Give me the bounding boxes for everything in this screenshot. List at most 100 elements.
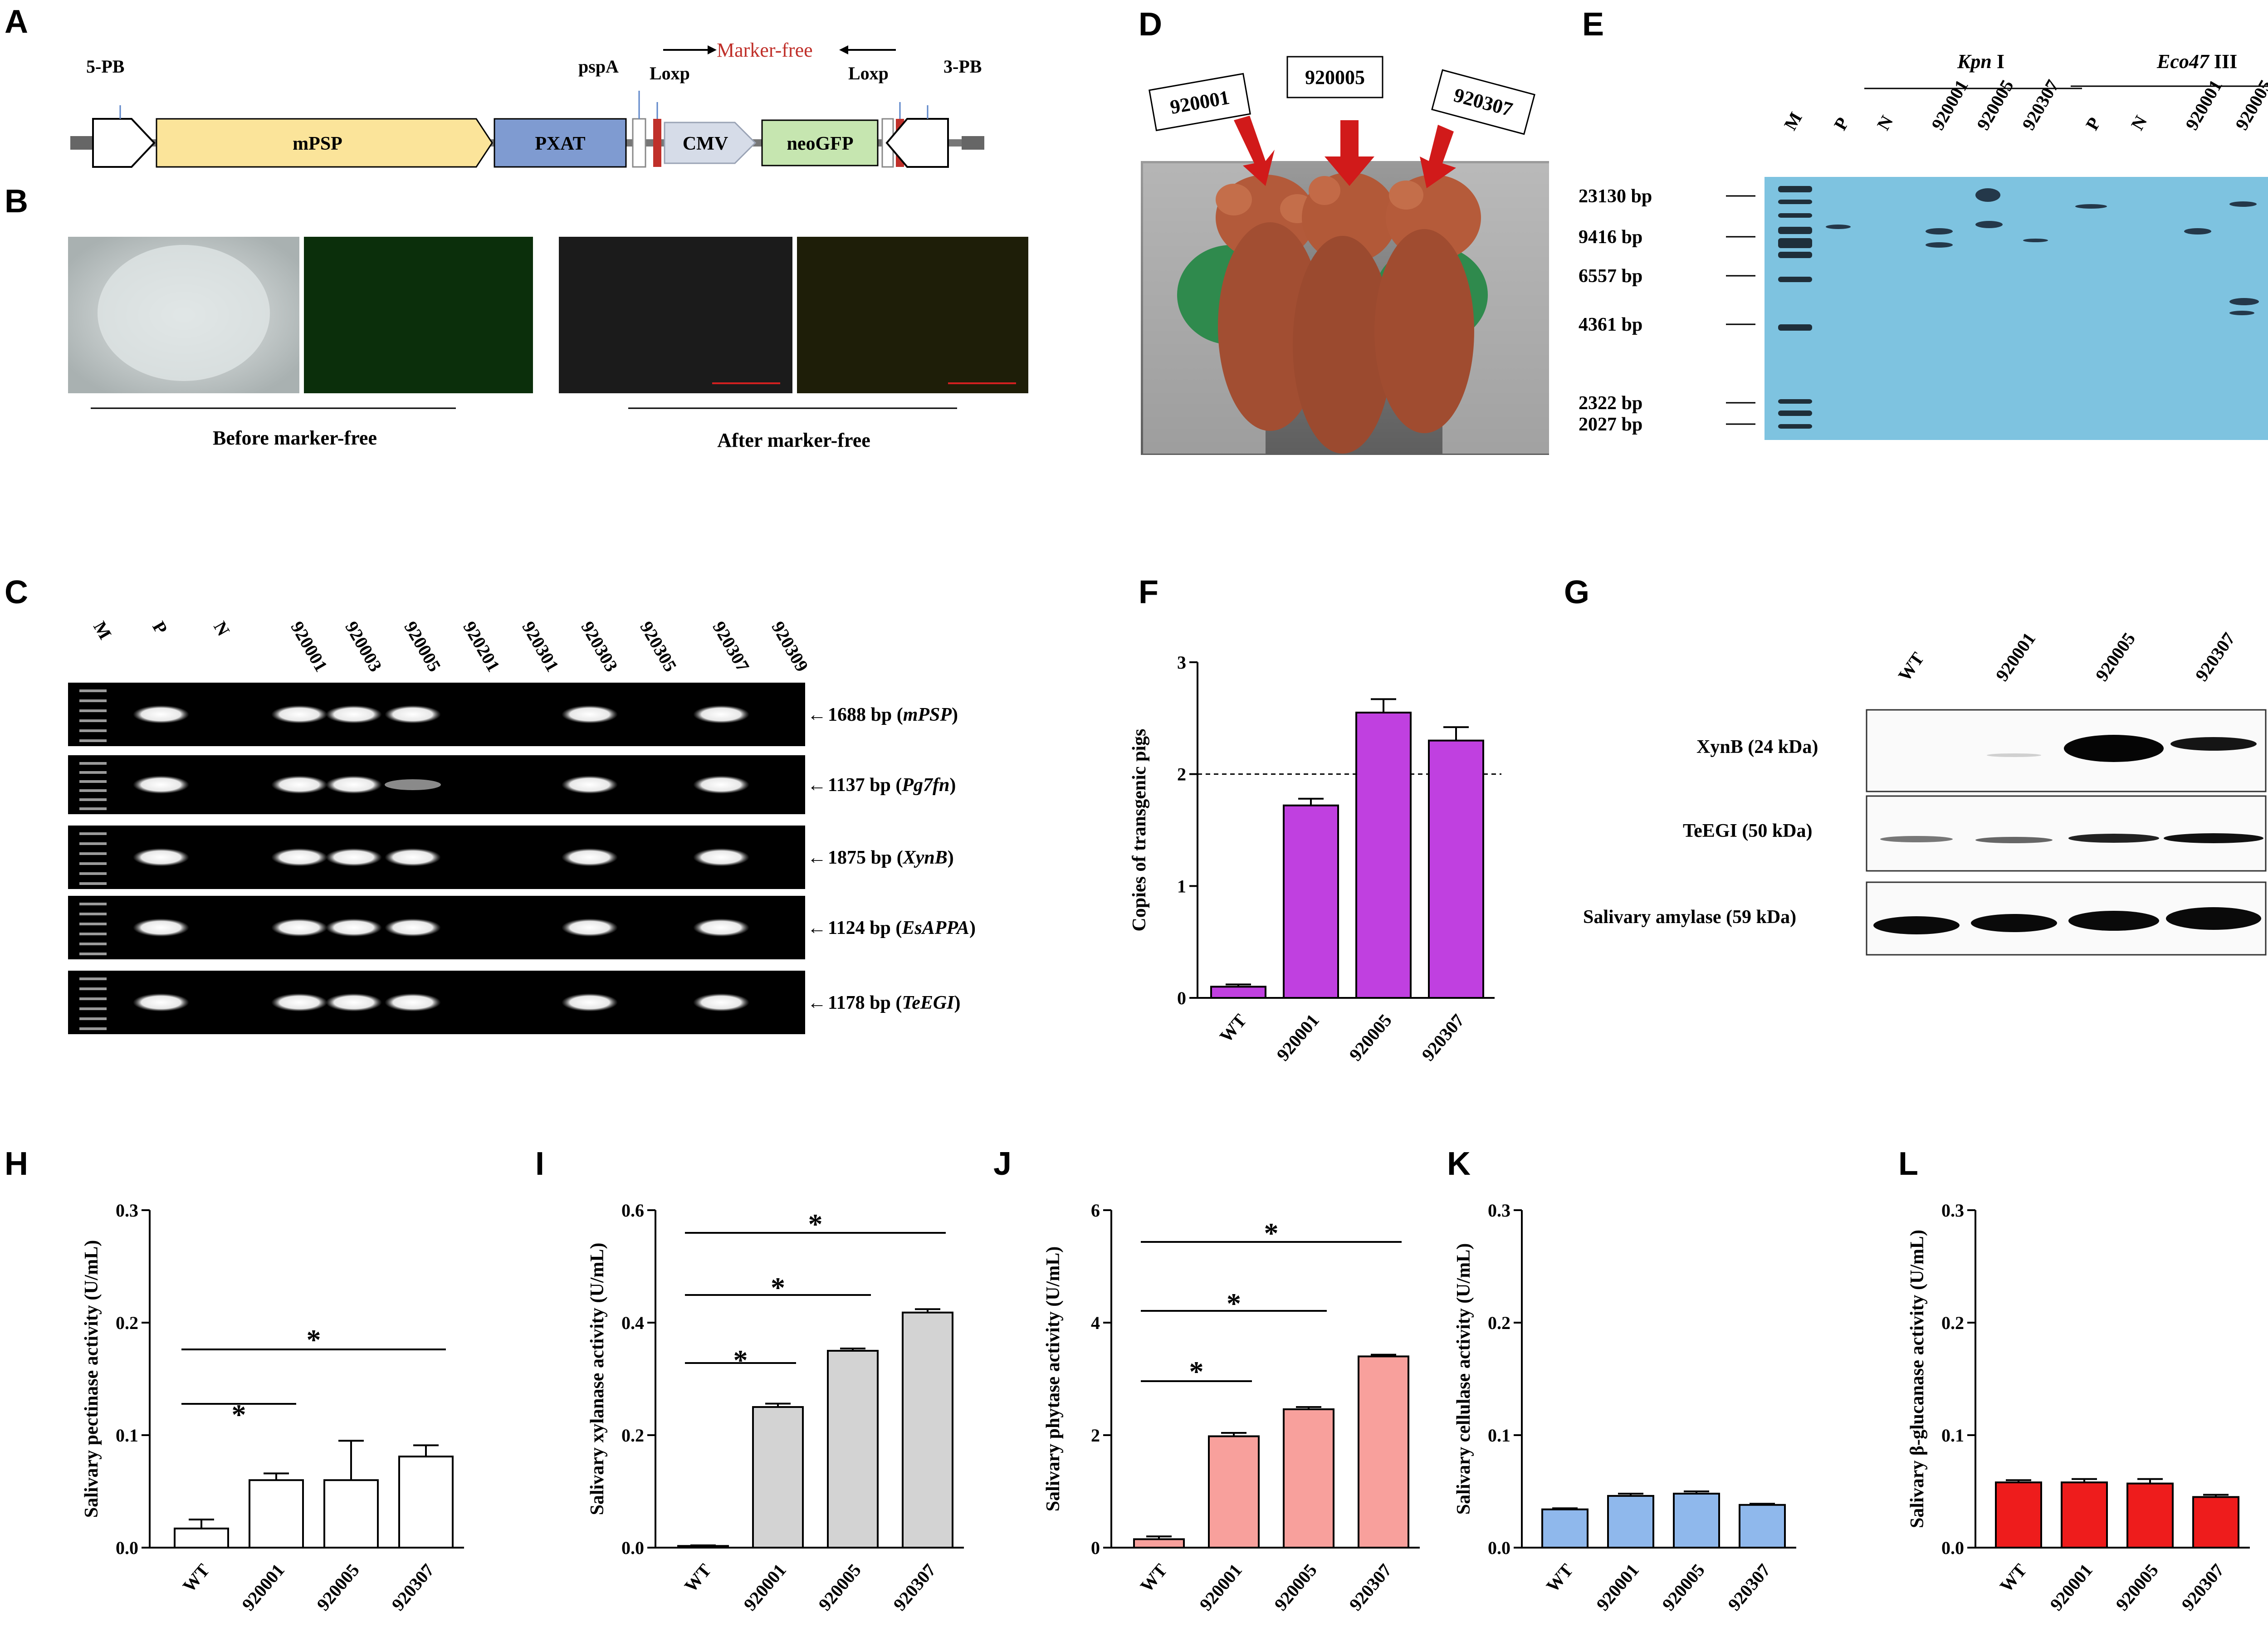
y-tick-label: 0.4 (621, 1313, 644, 1333)
x-tick-label: 920001 (1272, 1010, 1323, 1065)
y-tick-label: 4 (1091, 1313, 1100, 1333)
loxp-left-label: Loxp (650, 63, 690, 83)
piglet-2 (1293, 172, 1397, 454)
y-axis-label: Salivary β-glucanase activity (U/mL) (1907, 1230, 1928, 1528)
pcr-ladder-band (79, 729, 107, 732)
pcr-ladder-band (79, 997, 107, 1000)
marker-free-arrowhead-right (839, 45, 848, 54)
pcr-ladder-band (79, 987, 107, 990)
southern-band (1975, 188, 2000, 202)
pcr-ladder-band (79, 933, 107, 935)
southern-lane-label: N (2127, 112, 2151, 134)
y-axis-label: Copies of transgenic pigs (1129, 729, 1150, 932)
pcr-band (326, 919, 382, 937)
pcr-band-label: 1875 bp (XynB) (828, 847, 954, 868)
pcr-band (326, 848, 382, 866)
southern-marker-label: 2322 bp (1579, 393, 1642, 414)
y-tick-label: 0.0 (1488, 1538, 1510, 1558)
chart-l: 0.0 0.1 0.2 0.3 Salivary β-glucanase activit… (1907, 1200, 2250, 1615)
pcr-band (385, 919, 441, 937)
y-tick-label: 0.0 (116, 1538, 138, 1558)
pcr-band (133, 705, 189, 723)
western-band (1880, 836, 1953, 842)
panel-label-l: L (1898, 1146, 1918, 1182)
southern-lane-label: 920005 (1973, 76, 2018, 133)
chart-j: 0 2 4 6 Salivary phytase activity (U/mL) WT 92… (1043, 1200, 1420, 1615)
western-blot-panel: WT 920001 920005 920307 XynB (24 kDa) TeEGI (… (1583, 629, 2267, 956)
y-tick-label: 6 (1091, 1200, 1100, 1221)
pig-id-box-2 (1286, 56, 1383, 98)
x-tick-label: 920001 (2046, 1560, 2097, 1615)
pxat-block (494, 118, 627, 168)
pcr-band-label: 1137 bp (Pg7fn) (828, 775, 956, 796)
southern-membrane (1765, 177, 2268, 440)
significance-star: * (307, 1324, 321, 1356)
pcr-band-close: ) (952, 704, 958, 725)
micro-before-fluorescence (304, 237, 533, 393)
bar (1133, 1538, 1185, 1549)
y-tick-label: 0.1 (1488, 1425, 1510, 1446)
southern-lane-label: 920001 (2181, 76, 2226, 133)
pcr-band (385, 779, 441, 790)
pcr-band-gene: XynB (902, 847, 948, 868)
pcr-ladder-band (79, 903, 107, 905)
x-tick-label: 920005 (814, 1560, 865, 1615)
bar (2192, 1496, 2239, 1549)
pcr-band (693, 993, 749, 1011)
pcr-band (562, 848, 618, 866)
bar (2061, 1481, 2108, 1549)
significance-star: * (808, 1208, 823, 1240)
y-tick-label: 3 (1177, 652, 1186, 673)
panel-label-c: C (5, 574, 28, 611)
bar (1607, 1495, 1654, 1549)
y-tick-label: 0 (1091, 1538, 1100, 1558)
pcr-ladder-band (79, 882, 107, 885)
pcr-band (385, 993, 441, 1011)
pcr-band-label: 1688 bp (mPSP) (828, 704, 958, 725)
pcr-ladder-band (79, 832, 107, 835)
chart-f: 0 1 2 3 Copies of transgenic pigs WT 920001 920… (1129, 652, 1501, 1065)
pcr-band-arrow: ← (807, 918, 826, 938)
bar (1283, 1408, 1334, 1549)
pspa-label: pspA (578, 56, 619, 77)
western-band (2170, 737, 2257, 751)
western-band (2164, 833, 2263, 843)
pcr-band (271, 776, 327, 794)
cell-colony (98, 245, 270, 381)
pspa-block (632, 118, 646, 168)
y-tick-label: 0.6 (621, 1200, 644, 1221)
pcr-lane-label: 920003 (341, 618, 386, 675)
significance-star: * (232, 1398, 246, 1431)
pcr-band-size: 1137 bp ( (828, 775, 902, 796)
panel-label-g: G (1564, 574, 1589, 611)
pcr-lane-label: 920001 (287, 618, 332, 675)
southern-ladder-band (1778, 227, 1812, 234)
after-marker-free-label: After marker-free (717, 429, 870, 451)
pcr-band-label: 1124 bp (EsAPPA) (828, 918, 976, 938)
bar (398, 1456, 454, 1549)
pcr-band (271, 993, 327, 1011)
pcr-band (133, 848, 189, 866)
southern-ladder-band (1778, 399, 1812, 404)
x-tick-label: 920307 (2177, 1560, 2228, 1615)
pcr-lane-label: M (89, 618, 116, 643)
pcr-ladder-band (79, 842, 107, 845)
pcr-band (385, 705, 441, 723)
pcr-ladder-band (79, 762, 107, 765)
southern-lane-label: M (1780, 108, 1806, 133)
x-tick-label: WT (1216, 1010, 1251, 1046)
before-marker-free-label: Before marker-free (213, 427, 377, 449)
pcr-gel-panel: M P N 920001 920003 920005 920201 920301 920303 9… (68, 618, 976, 1034)
western-band (1971, 914, 2057, 932)
x-tick-label: 920307 (1724, 1560, 1774, 1615)
mpsp-block (156, 118, 493, 168)
panel-label-f: F (1139, 574, 1158, 611)
pcr-ladder-band (79, 872, 107, 875)
bar (1283, 804, 1339, 999)
y-axis-label: Salivary phytase activity (U/mL) (1043, 1246, 1064, 1511)
bar (1673, 1492, 1720, 1549)
charts: 0 1 2 3 Copies of transgenic pigs WT 920001 920… (81, 652, 2250, 1615)
pcr-band-size: 1124 bp ( (828, 918, 902, 938)
bar (1428, 739, 1484, 999)
